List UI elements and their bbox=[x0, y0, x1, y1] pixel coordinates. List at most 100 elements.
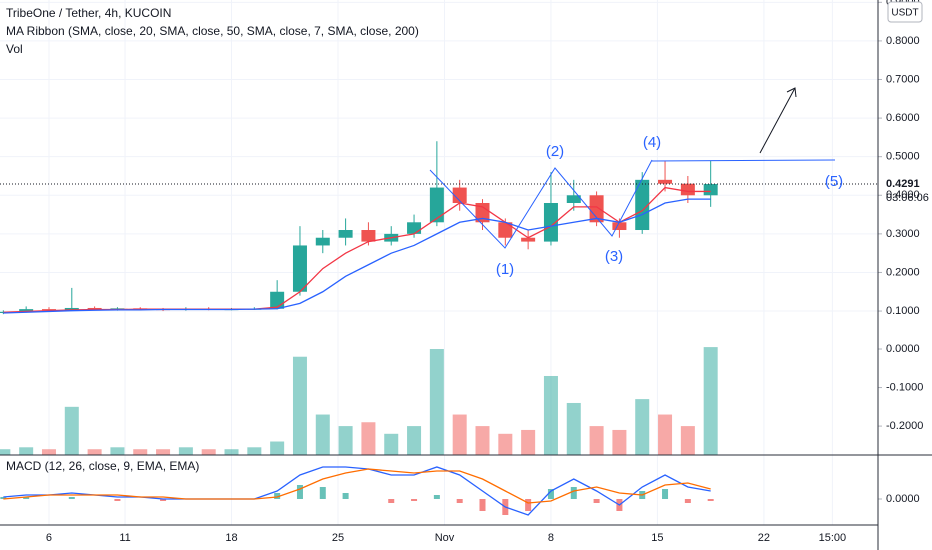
x-tick-label: 18 bbox=[225, 532, 237, 544]
candle-body bbox=[498, 222, 513, 238]
candle-body bbox=[19, 309, 34, 312]
y-tick-label: 0.0000 bbox=[886, 493, 920, 505]
macd-histogram-bar bbox=[570, 487, 577, 499]
macd-histogram-bar bbox=[593, 499, 600, 503]
volume-bar bbox=[589, 426, 604, 455]
candle-body bbox=[338, 230, 353, 238]
volume-bar bbox=[64, 406, 79, 455]
volume-bar bbox=[658, 414, 673, 455]
y-tick-label: 0.8000 bbox=[886, 35, 920, 47]
macd-histogram-bar bbox=[114, 499, 121, 501]
macd-histogram-bar bbox=[547, 489, 554, 499]
volume-bar bbox=[87, 449, 102, 455]
macd-histogram-bar bbox=[411, 499, 418, 501]
macd-histogram-bar bbox=[479, 499, 486, 511]
wave-line bbox=[429, 159, 653, 249]
candle-body bbox=[589, 195, 604, 223]
annotation: (3) bbox=[605, 248, 623, 265]
pattern bbox=[429, 159, 836, 249]
arrow bbox=[759, 87, 797, 154]
volume-bar bbox=[270, 441, 285, 455]
macd-histogram-bar bbox=[68, 497, 75, 499]
candle-body bbox=[64, 307, 79, 311]
volume-bar bbox=[133, 449, 148, 455]
macd-histogram-bar bbox=[707, 499, 714, 501]
y-tick-label: 0.6000 bbox=[886, 112, 920, 124]
candle-body bbox=[658, 179, 673, 184]
annotation: (5) bbox=[825, 173, 843, 190]
macd-histogram-bar bbox=[319, 487, 326, 499]
volume-bar bbox=[543, 375, 558, 455]
candle-body bbox=[680, 183, 695, 196]
candle-body bbox=[521, 237, 536, 242]
candle-body bbox=[452, 187, 467, 203]
macd-histogram-bar bbox=[274, 493, 281, 499]
volume-bar bbox=[224, 449, 239, 455]
y-tick-label: 0.1000 bbox=[886, 305, 920, 317]
candle-body bbox=[407, 222, 422, 234]
volume-bar bbox=[407, 426, 422, 455]
x-tick-label: 8 bbox=[548, 532, 554, 544]
y-tick-label: -0.2000 bbox=[886, 420, 923, 432]
volume-bar bbox=[292, 356, 307, 455]
macd-histogram-bar bbox=[160, 499, 167, 501]
candle-body bbox=[612, 222, 627, 231]
x-tick-label: 15 bbox=[651, 532, 663, 544]
arrow-head bbox=[786, 87, 797, 98]
y-tick-label: 0.7000 bbox=[886, 73, 920, 85]
volume-bar bbox=[110, 447, 125, 455]
macd-histogram-bar bbox=[525, 499, 532, 511]
macd-histogram-bar bbox=[342, 493, 349, 499]
macd-line bbox=[3, 466, 711, 516]
ma-line bbox=[3, 198, 711, 314]
macd-histogram-bar bbox=[662, 489, 669, 499]
y-tick-label: 0.4000 bbox=[886, 189, 920, 201]
macd-histogram-bar bbox=[296, 485, 303, 499]
currency-label: USDT bbox=[891, 8, 918, 19]
currency-badge[interactable] bbox=[887, 1, 923, 23]
x-tick-label: 11 bbox=[119, 532, 130, 544]
y-tick-label: 0.2000 bbox=[886, 266, 920, 278]
volume-bar bbox=[338, 426, 353, 455]
volume-bar bbox=[429, 349, 444, 455]
x-tick-label: 15:00 bbox=[819, 532, 847, 544]
candle-body bbox=[475, 202, 490, 223]
volume-bar bbox=[178, 447, 193, 455]
macd-histogram-bar bbox=[23, 497, 30, 499]
countdown-label: 03:06:06 bbox=[886, 192, 929, 204]
volume-bar bbox=[19, 447, 34, 455]
macd-histogram-bar bbox=[0, 497, 7, 499]
annotation: (4) bbox=[643, 134, 661, 151]
y-tick-label: 0.0000 bbox=[886, 343, 920, 355]
candle-body bbox=[361, 230, 376, 242]
candle-body bbox=[270, 291, 285, 309]
macd-histogram-bar bbox=[433, 495, 440, 499]
y-tick-label: -0.1000 bbox=[886, 381, 923, 393]
volume-bar bbox=[247, 447, 262, 455]
volume-bar bbox=[635, 399, 650, 455]
volume-bar bbox=[612, 429, 627, 455]
volume-bar bbox=[703, 347, 718, 455]
volume-bar bbox=[566, 402, 581, 455]
candle-body bbox=[315, 237, 330, 246]
annotation: (1) bbox=[496, 261, 514, 278]
volume-bar bbox=[521, 429, 536, 455]
candle-body bbox=[635, 179, 650, 231]
x-tick-label: 25 bbox=[332, 532, 344, 544]
x-tick-label: 22 bbox=[758, 532, 770, 544]
candle-body bbox=[566, 195, 581, 203]
candle-body bbox=[41, 309, 56, 311]
x-tick-label: Nov bbox=[435, 532, 455, 544]
indicator-legend: MA Ribbon (SMA, close, 20, SMA, close, 5… bbox=[6, 24, 419, 38]
macd-histogram-bar bbox=[456, 499, 463, 503]
candle-body bbox=[292, 245, 307, 292]
volume-bar bbox=[498, 433, 513, 455]
macd-line bbox=[3, 468, 711, 504]
candle-body bbox=[87, 307, 102, 310]
chart-title: TribeOne / Tether, 4h, KUCOIN bbox=[6, 6, 171, 20]
last-price-label: 0.4291 bbox=[886, 178, 920, 190]
arrow-line bbox=[759, 87, 796, 154]
